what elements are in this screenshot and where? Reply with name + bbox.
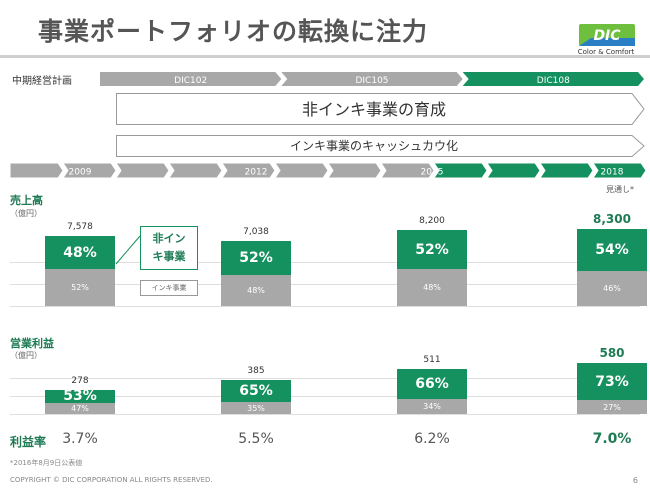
bar-non-ink-segment: 73% [577,363,647,401]
phase-label: DIC108 [537,76,570,86]
year-chevron [274,163,329,178]
year-label: 2012 [245,168,268,178]
message-sub-outline [116,135,645,157]
sales-title: 売上高 [10,194,43,207]
bar-ink-segment: 34% [397,398,467,414]
bar-ink-segment: 48% [397,269,467,306]
margin-value: 3.7% [62,431,98,447]
bar-ink-segment: 48% [221,274,291,306]
year-chevron [327,163,382,178]
year-chevron [539,163,594,178]
legend-ink: インキ事業 [140,280,198,296]
legend-connector [115,235,141,265]
page-number: 6 [632,476,638,485]
bar-non-ink-segment: 65% [221,380,291,403]
gridline [10,284,640,285]
logo-caption: Color & Comfort [577,48,635,56]
phase-label: DIC102 [174,76,207,86]
legend-non-ink-label: 非インキ事業 [152,232,186,263]
year-label: 2015 [421,168,444,178]
year-chevron [592,163,646,178]
bar-non-ink-segment: 48% [45,235,115,270]
year-chevron [433,163,488,178]
year-chevron [486,163,541,178]
phase-label: DIC105 [355,76,388,86]
bar-value-label: 580 [599,346,625,360]
bar-ink-segment: 52% [45,269,115,306]
year-chevron [380,163,435,178]
margin-value: 6.2% [414,431,450,447]
phase-segment [100,72,282,86]
year-chevron [62,163,117,178]
year-timeline: 2009 2012 2015 2018 [10,163,646,178]
plan-label: 中期経営計画 [12,76,72,87]
bar-ink-segment: 47% [45,402,115,414]
message-main-text: 非インキ事業の育成 [302,100,446,119]
slide-title: 事業ポートフォリオの転換に注力 [38,17,429,46]
margin-value: 5.5% [238,431,274,447]
margin-label: 利益率 [10,435,47,449]
gridline [10,396,640,397]
year-label: 2009 [69,168,92,178]
bar-non-ink-segment: 53% [45,388,115,404]
bar-ink-segment: 35% [221,402,291,414]
bar-value-label: 7,578 [67,221,93,232]
year-label: 2018 [601,168,624,178]
legend-connector-line [115,235,141,265]
dic-logo: DIC [579,24,635,46]
copyright: COPYRIGHT © DIC CORPORATION ALL RIGHTS R… [10,476,213,484]
message-sub-arrow: インキ事業のキャッシュカウ化 [116,135,645,157]
year-chevron [221,163,276,178]
year-chevron [10,163,64,178]
bar-value-label: 278 [71,375,89,386]
year-chevron [168,163,223,178]
title-divider [0,55,650,58]
message-main-outline [116,93,645,125]
dic-logo-text: DIC [593,28,621,44]
profit-unit: （億円） [10,351,42,360]
sales-unit: （億円） [10,209,42,218]
bar-ink-segment: 27% [577,400,647,414]
dic-logo-stripe [579,38,635,46]
bar-non-ink-segment: 66% [397,369,467,399]
footnote: *2016年8月9日公表値 [10,459,83,467]
phase-segment [462,72,644,86]
gridline [10,262,640,263]
legend-non-ink: 非インキ事業 [140,226,198,270]
gridline [10,414,640,415]
bar-non-ink-segment: 52% [397,229,467,270]
margin-value: 7.0% [592,431,632,447]
gridline [10,306,640,307]
bar-value-label: 8,200 [419,215,445,226]
bar-ink-segment: 46% [577,270,647,306]
bar-non-ink-segment: 52% [221,240,291,275]
message-sub-text: インキ事業のキャッシュカウ化 [290,139,458,153]
message-main-arrow: 非インキ事業の育成 [116,93,645,125]
forecast-note: 見通し* [606,185,634,194]
year-chevron [115,163,170,178]
bar-non-ink-segment: 54% [577,229,647,271]
profit-title: 営業利益 [10,337,54,350]
bar-value-label: 7,038 [243,226,269,237]
bar-value-label: 511 [423,355,441,366]
bar-value-label: 385 [247,366,265,377]
phase-bar: DIC102 DIC105 DIC108 [100,72,644,86]
phase-segment [281,72,463,86]
gridline [10,378,640,379]
bar-value-label: 8,300 [593,212,631,226]
